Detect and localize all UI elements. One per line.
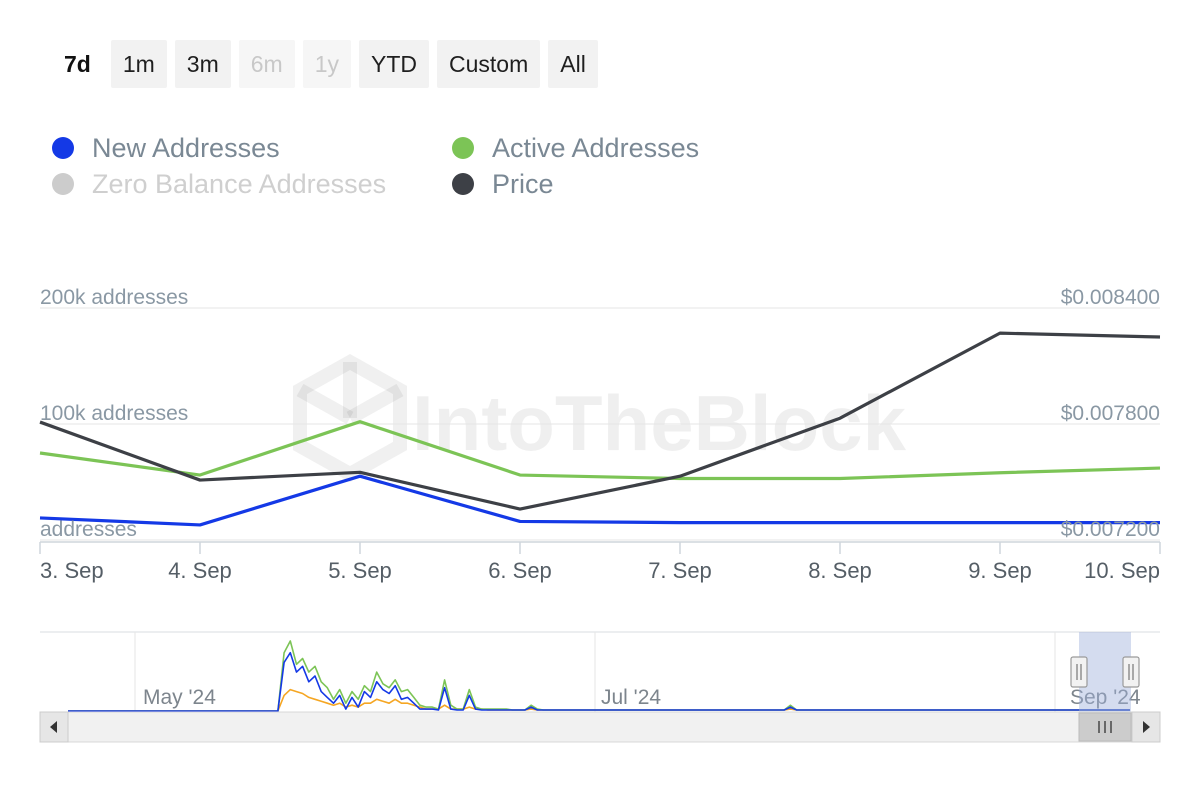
range-button-all[interactable]: All <box>548 40 598 88</box>
navigator-right-handle[interactable] <box>1122 656 1140 688</box>
chart-legend: New Addresses Active Addresses Zero Balanc… <box>52 132 812 200</box>
scroll-left-button[interactable] <box>39 711 69 743</box>
right-axis-tick-label: $0.008400 <box>1061 286 1160 309</box>
range-button-6m: 6m <box>238 40 295 88</box>
navigator-selection[interactable] <box>1079 632 1131 712</box>
range-button-ytd[interactable]: YTD <box>359 40 429 88</box>
legend-item-active-addresses[interactable]: Active Addresses <box>452 132 812 164</box>
range-button-custom[interactable]: Custom <box>437 40 541 88</box>
navigator-series-blue <box>68 651 1130 712</box>
scrollbar-thumb[interactable] <box>1078 712 1132 742</box>
arrow-right-icon <box>1143 721 1150 733</box>
right-axis-tick-label: $0.007800 <box>1061 402 1160 425</box>
right-axis-tick-label: $0.007200 <box>1061 518 1160 541</box>
range-button-3m[interactable]: 3m <box>174 40 231 88</box>
legend-item-zero-balance-addresses[interactable]: Zero Balance Addresses <box>52 168 452 200</box>
legend-label: Zero Balance Addresses <box>92 168 387 199</box>
navigator-date-label: May '24 <box>143 686 216 709</box>
range-selector: 7d 1m 3m 6m 1y YTD Custom All <box>52 40 598 88</box>
series-line-price[interactable] <box>39 331 1161 511</box>
legend-label: New Addresses <box>92 132 280 163</box>
legend-dot-icon <box>452 137 474 159</box>
x-axis-tick-label: 3. Sep <box>40 558 104 583</box>
legend-label: Active Addresses <box>492 132 700 163</box>
range-button-1y: 1y <box>302 40 351 88</box>
arrow-left-icon <box>50 721 57 733</box>
scroll-right-button[interactable] <box>1131 711 1161 743</box>
x-axis-tick-label: 5. Sep <box>328 558 392 583</box>
x-axis-tick-label: 7. Sep <box>648 558 712 583</box>
left-axis-tick-label: 100k addresses <box>40 402 188 425</box>
navigator-date-label: Sep '24 <box>1070 686 1141 709</box>
navigator-left-handle[interactable] <box>1070 656 1088 688</box>
range-button-1m[interactable]: 1m <box>110 40 167 88</box>
left-axis-tick-label: addresses <box>40 518 137 541</box>
navigator-plot <box>40 632 1160 712</box>
series-line-new-addresses[interactable] <box>39 474 1160 527</box>
watermark-logo-icon <box>293 353 407 483</box>
legend-dot-icon <box>452 173 474 195</box>
x-axis-tick-label: 6. Sep <box>488 558 552 583</box>
legend-dot-icon <box>52 137 74 159</box>
legend-dot-icon <box>52 173 74 195</box>
legend-label: Price <box>492 168 554 199</box>
x-axis-tick-label: 10. Sep <box>1084 558 1160 583</box>
left-axis-tick-label: 200k addresses <box>40 286 188 309</box>
legend-item-new-addresses[interactable]: New Addresses <box>52 132 452 164</box>
x-axis-tick-label: 9. Sep <box>968 558 1032 583</box>
series-line-active-addresses[interactable] <box>39 420 1161 481</box>
navigator-date-label: Jul '24 <box>601 686 661 709</box>
watermark: IntoTheBlock <box>293 353 907 483</box>
legend-item-price[interactable]: Price <box>452 168 812 200</box>
watermark-text: IntoTheBlock <box>412 379 907 467</box>
main-chart: IntoTheBlock addresses 100k addresses 200k… <box>39 286 1161 583</box>
x-axis-tick-label: 4. Sep <box>168 558 232 583</box>
range-button-7d[interactable]: 7d <box>52 40 103 88</box>
scrollbar-track[interactable] <box>39 711 1161 743</box>
x-axis-tick-label: 8. Sep <box>808 558 872 583</box>
navigator: May '24 Jul '24 Sep '24 <box>39 631 1161 743</box>
